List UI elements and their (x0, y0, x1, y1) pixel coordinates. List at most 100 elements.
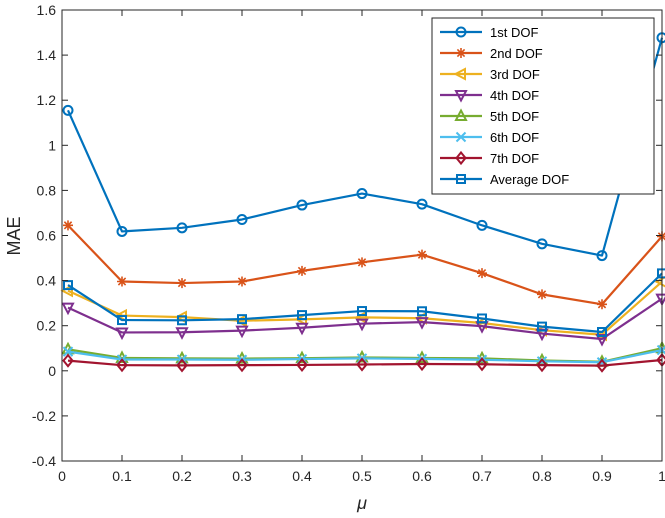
axes: 0 0.1 0.2 0.3 0.4 0.5 0.6 0.7 0.8 0.9 1 -0.4 -0.2 0 0.… (32, 2, 665, 484)
data-point (175, 327, 189, 340)
y-tick-label: 1 (48, 137, 56, 153)
legend-label: 2nd DOF (490, 46, 543, 61)
x-tick-label: 0 (58, 468, 66, 484)
data-point (535, 328, 549, 342)
legend: 1st DOF 2nd DOF 3rd DOF 4th DOF 5th DOF 6th D… (431, 17, 655, 195)
legend-label: 3rd DOF (490, 67, 540, 82)
data-point (416, 356, 428, 372)
legend-item: 7th DOF (440, 150, 539, 166)
data-point (62, 104, 74, 116)
data-point (536, 358, 548, 373)
data-point (176, 358, 188, 373)
data-point (595, 334, 609, 347)
legend-marker (455, 131, 467, 143)
data-point (356, 188, 368, 200)
y-tick-label: 0 (48, 363, 56, 379)
data-point (417, 249, 427, 260)
legend-label: Average DOF (490, 172, 569, 187)
legend-marker (456, 48, 466, 58)
x-tick-label: 0.6 (412, 468, 432, 484)
legend-label: 6th DOF (490, 130, 539, 145)
data-point (63, 220, 73, 231)
data-point (63, 280, 73, 291)
data-point (477, 268, 487, 279)
data-point (417, 306, 427, 317)
data-point (356, 357, 368, 372)
legend-item: 4th DOF (440, 88, 539, 103)
x-tick-label: 0.3 (232, 468, 252, 484)
x-tick-label: 0.1 (112, 468, 132, 484)
data-point (596, 358, 608, 373)
x-tick-label: 1 (658, 468, 665, 484)
legend-box (431, 17, 655, 195)
legend-marker (455, 150, 467, 166)
data-point (597, 299, 607, 310)
x-tick-label: 0.2 (172, 468, 192, 484)
data-point (237, 314, 247, 325)
y-tick-label: 0.6 (37, 228, 57, 244)
data-point (177, 278, 187, 289)
x-tick-label: 0.7 (472, 468, 492, 484)
series-2 (63, 220, 665, 310)
legend-label: 1st DOF (490, 25, 538, 40)
data-point (416, 198, 428, 210)
data-point (116, 358, 128, 373)
legend-marker (455, 26, 467, 38)
series-line (67, 280, 663, 336)
legend-marker (456, 174, 466, 184)
y-tick-label: 0.8 (37, 182, 57, 198)
data-point (117, 315, 127, 326)
legend-item: 2nd DOF (440, 46, 543, 61)
legend-item: 3rd DOF (440, 67, 540, 82)
data-point (235, 325, 249, 339)
data-point (61, 302, 75, 316)
data-point (62, 353, 74, 368)
data-point (537, 321, 547, 332)
data-point (297, 310, 307, 321)
x-tick-label: 0.8 (532, 468, 552, 484)
data-point (357, 257, 367, 268)
legend-marker (454, 90, 468, 103)
y-tick-label: 1.6 (37, 2, 57, 18)
data-point (476, 357, 488, 372)
data-point (476, 219, 488, 231)
legend-marker (454, 108, 468, 121)
series-8 (63, 268, 665, 338)
x-tick-label: 0.5 (352, 468, 372, 484)
data-point (477, 313, 487, 324)
legend-label: 7th DOF (490, 151, 539, 166)
data-point (62, 346, 74, 357)
y-tick-label: -0.2 (32, 408, 56, 424)
data-point (236, 213, 248, 225)
y-tick-label: 0.2 (37, 318, 57, 334)
data-point (297, 265, 307, 276)
y-tick-label: -0.4 (32, 453, 56, 469)
data-point (536, 238, 548, 250)
series-line (67, 272, 663, 334)
data-point (177, 315, 187, 326)
y-tick-label: 1.4 (37, 47, 57, 63)
data-point (296, 199, 308, 211)
legend-marker (453, 67, 466, 81)
data-point (296, 357, 308, 373)
legend-label: 4th DOF (490, 88, 539, 103)
data-point (537, 289, 547, 300)
data-point (355, 318, 369, 332)
data-point (597, 327, 607, 338)
data-point (236, 358, 248, 373)
legend-item: 1st DOF (440, 25, 538, 40)
data-point (117, 276, 127, 287)
x-axis-title: μ (356, 493, 367, 513)
series-4 (61, 293, 665, 347)
y-axis-title: MAE (4, 216, 24, 255)
data-point (237, 276, 247, 287)
data-point (295, 322, 309, 336)
series-line (66, 37, 664, 257)
legend-item: 5th DOF (440, 108, 539, 124)
series-line (67, 297, 663, 341)
series-line (67, 358, 663, 367)
data-point (115, 327, 129, 341)
legend-item: Average DOF (440, 172, 569, 187)
series-1 (62, 32, 665, 262)
